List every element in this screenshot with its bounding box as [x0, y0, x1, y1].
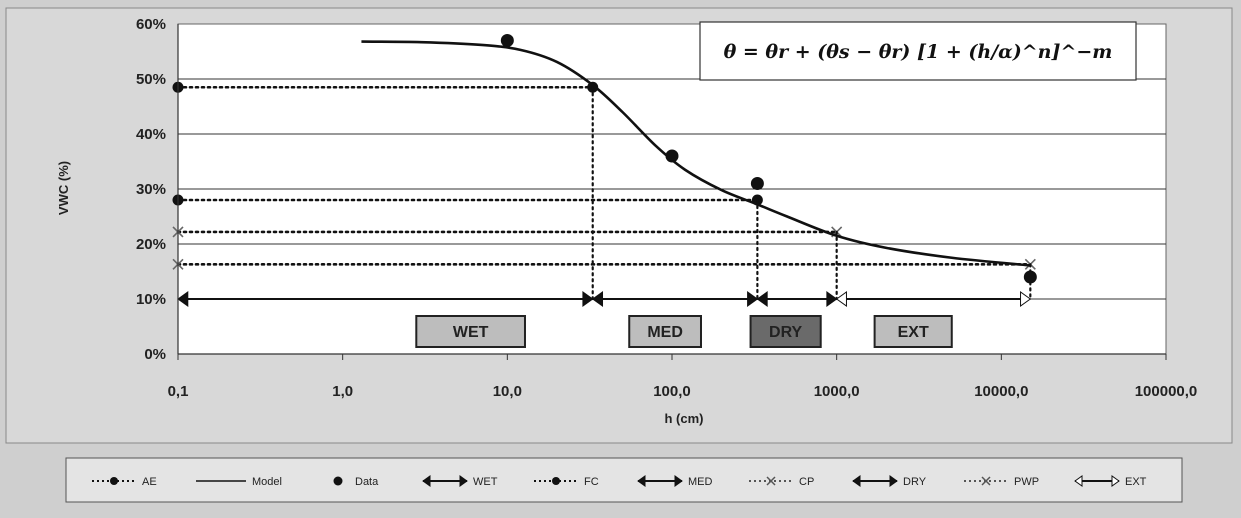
arrow-head: [1020, 291, 1032, 307]
formula-box: θ = θr + (θs − θr) [1 + (h/α)^n]^−m: [699, 21, 1137, 81]
zone-ext: EXT: [835, 291, 1032, 348]
x-tick-label: 10000,0: [974, 383, 1028, 400]
x-tick-label: 1,0: [332, 383, 353, 400]
series-layer: [361, 34, 1037, 284]
legend-label: Data: [355, 476, 379, 488]
x-tick-label: 100,0: [653, 383, 691, 400]
legend: AE Model Data WET FC MED CP DRY PWP EXT: [65, 457, 1183, 503]
x-axis-title: h (cm): [665, 411, 704, 426]
zone-label-text: EXT: [898, 324, 929, 341]
y-tick-label: 60%: [136, 16, 166, 33]
legend-swatch-marker: [1074, 475, 1083, 487]
y-axis-title: VWC (%): [56, 161, 71, 215]
legend-label: CP: [799, 476, 814, 488]
arrow-head: [591, 291, 604, 307]
x-tick-label: 1000,0: [814, 383, 860, 400]
legend-label: AE: [142, 476, 157, 488]
legend-swatch-marker: [422, 475, 431, 487]
legend-label: WET: [473, 476, 498, 488]
x-tick-label: 0,1: [168, 383, 189, 400]
legend-item-fc: FC: [534, 476, 599, 488]
arrow-head: [835, 291, 847, 307]
legend-swatch-marker: [1111, 475, 1120, 487]
legend-label: PWP: [1014, 476, 1039, 488]
legend-label: EXT: [1125, 476, 1147, 488]
arrow-head: [582, 291, 594, 307]
legend-item-pwp: PWP: [964, 476, 1039, 488]
legend-item-model: Model: [196, 476, 282, 488]
legend-label: Model: [252, 476, 282, 488]
zone-med: MED: [591, 291, 759, 348]
formula-frame: [699, 21, 1137, 81]
legend-label: FC: [584, 476, 599, 488]
formula-text: θ = θr + (θs − θr) [1 + (h/α)^n]^−m: [724, 41, 1113, 63]
data-point: [500, 34, 514, 47]
zone-label-box: [628, 315, 702, 348]
legend-item-ext: EXT: [1074, 475, 1147, 488]
legend-item-cp: CP: [749, 476, 814, 488]
data-point: [665, 149, 679, 163]
legend-swatch-marker: [981, 476, 991, 486]
legend-item-dry: DRY: [852, 475, 927, 488]
reference-lines: [172, 81, 1036, 301]
legend-swatch-marker: [459, 475, 468, 487]
legend-swatch-marker: [333, 476, 343, 486]
legend-swatch-marker: [889, 475, 898, 487]
zone-label-text: WET: [453, 324, 489, 341]
data-point: [750, 177, 764, 190]
legend-item-ae: AE: [92, 476, 157, 488]
x-tick-label: 10,0: [493, 383, 522, 400]
y-tick-label: 40%: [136, 126, 166, 143]
legend-label: DRY: [903, 476, 927, 488]
y-tick-label: 20%: [136, 236, 166, 253]
zone-label-box: [873, 315, 953, 348]
arrow-head: [826, 291, 838, 307]
legend-label: MED: [688, 476, 713, 488]
zone-arrows: WET MED DRY EXT: [177, 291, 1032, 348]
zone-label-box: [415, 315, 526, 348]
y-tick-label: 0%: [144, 346, 166, 363]
legend-swatch-marker: [852, 475, 861, 487]
legend-item-med: MED: [637, 475, 713, 488]
axes: 0% 10% 20% 30% 40% 50% 60% 0,1 1,0 10,0 100,0 1000,…: [136, 16, 1197, 400]
legend-swatch-marker: [110, 477, 118, 485]
arrow-head: [177, 291, 189, 307]
arrow-head: [756, 291, 768, 307]
legend-swatch-marker: [552, 477, 560, 485]
zone-label-text: MED: [647, 324, 683, 341]
legend-item-data: Data: [333, 476, 379, 488]
legend-item-wet: WET: [422, 475, 498, 488]
zone-dry: DRY: [749, 291, 838, 348]
data-point: [1023, 270, 1037, 284]
y-tick-label: 10%: [136, 291, 166, 308]
zone-wet: WET: [177, 291, 594, 348]
zone-label-text: DRY: [769, 324, 803, 341]
legend-swatch-marker: [674, 475, 683, 487]
zone-label-box: [749, 315, 822, 348]
legend-swatch-marker: [637, 475, 646, 487]
x-tick-label: 100000,0: [1135, 383, 1198, 400]
y-tick-label: 30%: [136, 181, 166, 198]
arrow-head: [747, 291, 759, 307]
y-tick-label: 50%: [136, 71, 166, 88]
legend-swatch-marker: [766, 476, 776, 486]
